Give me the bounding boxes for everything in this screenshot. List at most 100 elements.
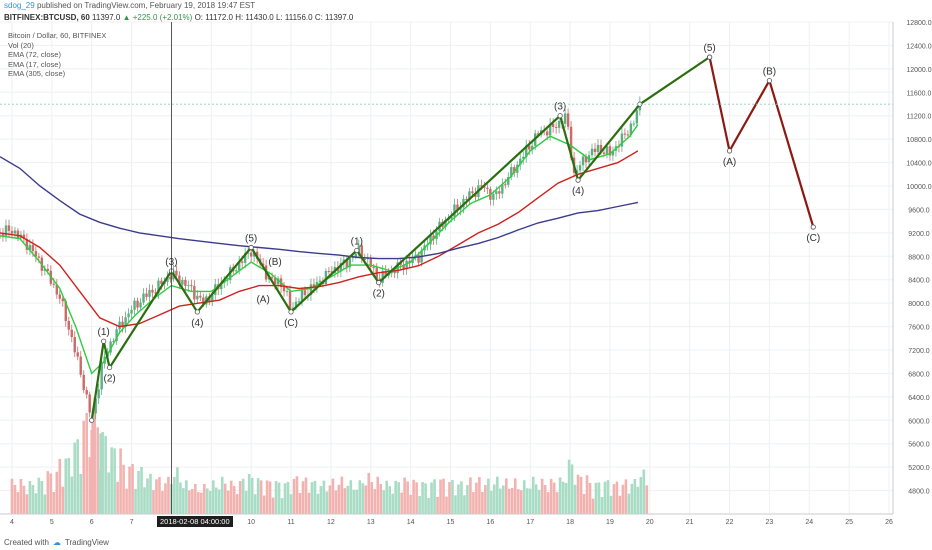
candle-body — [151, 289, 154, 293]
candle-body — [300, 290, 304, 302]
volume-bar — [472, 492, 475, 514]
legend-item-ema17[interactable]: EMA (17, close) — [8, 59, 61, 69]
volume-bar — [22, 485, 26, 514]
x-tick-label: 24 — [805, 519, 813, 526]
candle-body — [184, 279, 187, 286]
volume-bar — [211, 480, 215, 514]
last-price: 11397.0 — [92, 13, 121, 22]
volume-bar — [522, 480, 526, 514]
volume-bar — [606, 480, 610, 514]
volume-bar — [223, 483, 227, 514]
volume-bar — [104, 436, 107, 514]
symbol-name[interactable]: BITFINEX:BTCUSD, 60 — [4, 13, 90, 22]
volume-bar — [325, 491, 329, 514]
candle-body — [282, 287, 286, 292]
tradingview-logo-icon[interactable]: ☁ — [52, 538, 61, 547]
candle-body — [211, 294, 214, 301]
wave-pivot-point — [354, 247, 360, 254]
candle-body — [495, 191, 498, 195]
volume-bar — [220, 476, 224, 514]
volume-bar — [226, 490, 230, 514]
candle-body — [240, 261, 244, 263]
candle-body — [605, 146, 609, 154]
x-tick-label: 23 — [766, 519, 774, 526]
wave-pivot-point — [575, 177, 581, 183]
volume-bar — [516, 489, 520, 514]
wave-label: (5) — [703, 43, 715, 54]
volume-bar — [400, 492, 403, 514]
volume-bar — [504, 478, 508, 514]
candle-body — [276, 278, 280, 285]
candle-body — [121, 321, 124, 328]
wave-pivot-point — [726, 148, 733, 154]
author-link[interactable]: sdog_29 — [4, 1, 35, 10]
candle-body — [28, 244, 32, 250]
volume-bar — [502, 485, 505, 514]
y-tick-label: 10400.0 — [906, 161, 931, 168]
volume-bar — [337, 484, 341, 514]
candle-body — [61, 298, 64, 302]
x-tick-label: 26 — [885, 519, 893, 526]
volume-bar — [206, 488, 209, 514]
y-tick-label: 12400.0 — [906, 43, 931, 50]
volume-bar — [412, 479, 415, 514]
x-tick-label: 19 — [606, 519, 614, 526]
volume-bar — [642, 469, 646, 514]
volume-bar — [510, 487, 514, 514]
volume-bar — [134, 488, 137, 514]
candle-body — [593, 148, 597, 152]
volume-bar — [292, 478, 296, 514]
candle-body — [492, 194, 495, 200]
candle-body — [97, 389, 100, 399]
y-tick-label: 7200.0 — [908, 348, 930, 355]
x-tick-label: 7 — [130, 519, 134, 526]
volume-bar — [182, 488, 185, 514]
candle-body — [249, 252, 253, 257]
volume-bar — [570, 464, 574, 514]
legend-item-ema305[interactable]: EMA (305, close) — [8, 69, 66, 78]
candle-body — [16, 230, 20, 239]
volume-bar — [376, 476, 380, 514]
candle-body — [405, 260, 408, 270]
candle-body — [175, 270, 178, 276]
candle-body — [303, 290, 307, 296]
candle-body — [100, 363, 103, 390]
candle-body — [145, 293, 148, 297]
volume-bar — [546, 492, 550, 514]
candle-body — [465, 198, 468, 201]
candle-body — [25, 238, 29, 250]
volume-bar — [241, 478, 245, 514]
volume-bar — [379, 484, 383, 514]
wave-pivot-point — [376, 280, 382, 286]
candle-body — [498, 191, 501, 194]
volume-bar — [352, 489, 356, 514]
wave-pivot-point — [810, 224, 816, 230]
candle-body — [37, 256, 41, 258]
legend-item-series[interactable]: Bitcoin / Dollar, 60, BITFINEX — [8, 31, 107, 40]
volume-bar — [73, 442, 77, 514]
volume-bar — [146, 478, 149, 514]
candle-body — [193, 286, 196, 300]
legend-item-volume[interactable]: Vol (20) — [8, 40, 34, 50]
elliott-wave-lines — [89, 54, 816, 423]
volume-bar — [367, 472, 371, 514]
candle-body — [52, 283, 56, 285]
volume-bar — [152, 490, 155, 514]
volume-bar — [484, 485, 487, 514]
volume-bar — [645, 485, 649, 514]
x-tick-label: 5 — [50, 519, 54, 526]
candle-body — [190, 285, 193, 287]
tradingview-brand[interactable]: TradingView — [64, 538, 109, 547]
candle-body — [46, 268, 50, 271]
y-tick-label: 10800.0 — [906, 137, 931, 144]
volume-bar — [409, 494, 412, 514]
legend-item-ema72[interactable]: EMA (72, close) — [8, 50, 61, 59]
volume-bar — [579, 476, 583, 514]
candle-body — [109, 341, 112, 353]
volume-bar — [304, 477, 308, 514]
volume-bar — [82, 420, 86, 514]
volume-bar — [76, 439, 80, 514]
candle-body — [85, 390, 88, 395]
volume-bar — [334, 490, 338, 514]
